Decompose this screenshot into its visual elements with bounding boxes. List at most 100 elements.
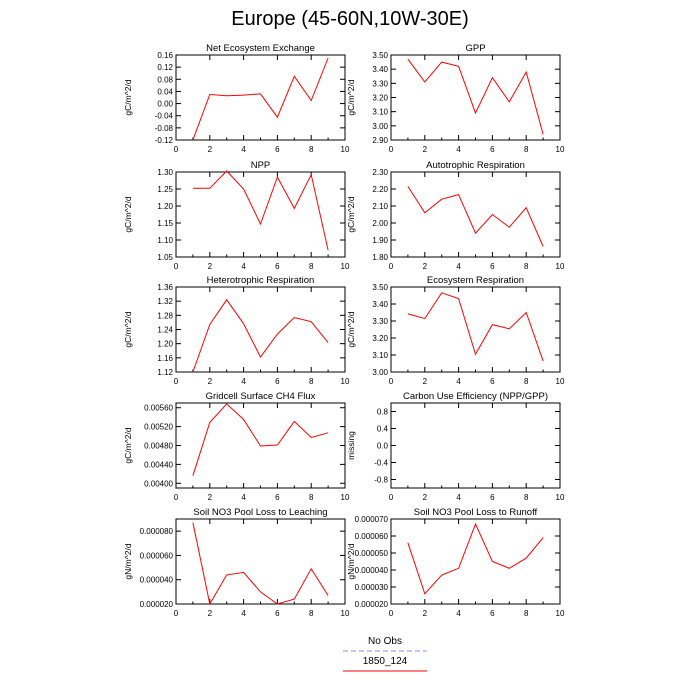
page-title: Europe (45-60N,10W-30E) — [231, 8, 469, 30]
x-tick-label: 4 — [241, 262, 246, 271]
x-tick-label: 4 — [241, 493, 246, 502]
y-tick-label: 1.80 — [372, 253, 388, 262]
x-tick-label: 2 — [423, 377, 428, 386]
x-tick-label: 8 — [309, 145, 314, 154]
y-tick-label: 0.4 — [377, 425, 389, 434]
y-tick-label: 3.50 — [372, 51, 388, 60]
x-tick-label: 8 — [309, 609, 314, 618]
x-tick-label: 8 — [524, 262, 529, 271]
x-tick-label: 4 — [456, 145, 461, 154]
panel-title: Carbon Use Efficiency (NPP/GPP) — [403, 391, 548, 402]
y-tick-label: 1.90 — [372, 236, 388, 245]
y-tick-label: -0.12 — [155, 136, 174, 145]
x-tick-label: 8 — [309, 377, 314, 386]
y-tick-label: 2.00 — [372, 219, 388, 228]
x-tick-label: 8 — [524, 609, 529, 618]
y-tick-label: -0.4 — [374, 459, 388, 468]
y-tick-label: 0.000060 — [355, 532, 389, 541]
panel-8: Carbon Use Efficiency (NPP/GPP) 0 2 4 6 8 10 -0… — [346, 391, 565, 502]
x-tick-label: 10 — [556, 493, 565, 502]
panel-7: Gridcell Surface CH4 Flux 0 2 4 6 8 10 0.00400 0… — [123, 391, 350, 502]
y-axis-label: gC/m^2/d — [123, 79, 133, 115]
x-tick-label: 4 — [456, 609, 461, 618]
x-tick-label: 6 — [275, 377, 280, 386]
y-tick-label: 0.000040 — [355, 566, 389, 575]
panel-title: Gridcell Surface CH4 Flux — [206, 391, 316, 402]
x-tick-label: 8 — [309, 493, 314, 502]
y-axis-label: gC/m^2/d — [123, 427, 133, 463]
y-tick-label: -0.08 — [155, 124, 174, 133]
x-tick-label: 4 — [456, 493, 461, 502]
legend-label: No Obs — [368, 636, 402, 647]
legend-label: 1850_124 — [363, 656, 408, 667]
x-tick-label: 6 — [490, 377, 495, 386]
panel-title: Ecosystem Respiration — [427, 275, 524, 286]
series-line — [192, 57, 329, 141]
x-tick-label: 10 — [341, 145, 350, 154]
y-tick-label: 0.000060 — [140, 551, 174, 560]
series-line — [192, 298, 329, 373]
x-tick-label: 4 — [456, 377, 461, 386]
y-tick-label: 2.10 — [372, 202, 388, 211]
x-tick-label: 8 — [309, 262, 314, 271]
y-tick-label: 1.15 — [157, 219, 173, 228]
panel-title: Soil NO3 Pool Loss to Runoff — [414, 507, 538, 518]
x-tick-label: 2 — [208, 609, 213, 618]
panel-6: Ecosystem Respiration 0 2 4 6 8 10 3.00 3.10 3.20… — [346, 275, 565, 386]
panel-1: Net Ecosystem Exchange 0 2 4 6 8 10 -0.12 -0.08 -… — [123, 43, 350, 154]
panel-title: Autotrophic Respiration — [426, 160, 525, 171]
x-tick-label: 4 — [241, 145, 246, 154]
series-line — [407, 292, 544, 362]
y-tick-label: 0.00480 — [144, 442, 173, 451]
y-tick-label: 0.00 — [157, 100, 173, 109]
y-tick-label: 2.20 — [372, 185, 388, 194]
x-tick-label: 6 — [275, 609, 280, 618]
y-tick-label: 0.00400 — [144, 479, 173, 488]
y-tick-label: 3.00 — [372, 368, 388, 377]
y-tick-label: 0.000020 — [355, 600, 389, 609]
panel-9: Soil NO3 Pool Loss to Leaching 0 2 4 6 8 10 0.0… — [123, 507, 350, 618]
series-line — [192, 403, 329, 476]
x-tick-label: 10 — [341, 377, 350, 386]
x-tick-label: 6 — [490, 145, 495, 154]
x-tick-label: 2 — [423, 609, 428, 618]
y-tick-label: 0.12 — [157, 63, 173, 72]
series-line — [407, 186, 544, 247]
y-tick-label: 0.000020 — [140, 600, 174, 609]
panel-4: Autotrophic Respiration 0 2 4 6 8 10 1.80 1.90 2.… — [346, 160, 565, 271]
panel-title: GPP — [465, 43, 485, 54]
panel-title: Soil NO3 Pool Loss to Leaching — [193, 507, 327, 518]
y-tick-label: 0.04 — [157, 87, 173, 96]
y-axis-label: gC/m^2/d — [346, 79, 356, 115]
panel-title: NPP — [251, 160, 271, 171]
y-tick-label: 3.00 — [372, 122, 388, 131]
y-tick-label: 3.30 — [372, 317, 388, 326]
y-tick-label: 3.20 — [372, 334, 388, 343]
y-axis-label: gC/m^2/d — [123, 311, 133, 347]
x-tick-label: 0 — [389, 262, 394, 271]
x-tick-label: 2 — [423, 493, 428, 502]
y-tick-label: 0.00520 — [144, 423, 173, 432]
y-tick-label: 0.16 — [157, 51, 173, 60]
y-tick-label: 3.10 — [372, 351, 388, 360]
x-tick-label: 10 — [341, 262, 350, 271]
y-axis-label: gN/m^2/d — [123, 543, 133, 579]
y-tick-label: 0.000050 — [355, 549, 389, 558]
panel-title: Net Ecosystem Exchange — [206, 43, 315, 54]
y-tick-label: 1.36 — [157, 283, 173, 292]
legend-entry-1: No Obs — [343, 636, 427, 652]
y-tick-label: 1.05 — [157, 253, 173, 262]
legend-entry-2: 1850_124 — [343, 656, 427, 672]
y-tick-label: 0.8 — [377, 408, 389, 417]
x-tick-label: 6 — [275, 145, 280, 154]
y-tick-label: 1.28 — [157, 311, 173, 320]
x-tick-label: 10 — [556, 145, 565, 154]
x-tick-label: 8 — [524, 493, 529, 502]
x-tick-label: 6 — [490, 609, 495, 618]
y-tick-label: 2.30 — [372, 168, 388, 177]
x-tick-label: 2 — [208, 493, 213, 502]
y-tick-label: 3.10 — [372, 108, 388, 117]
x-tick-label: 10 — [556, 262, 565, 271]
